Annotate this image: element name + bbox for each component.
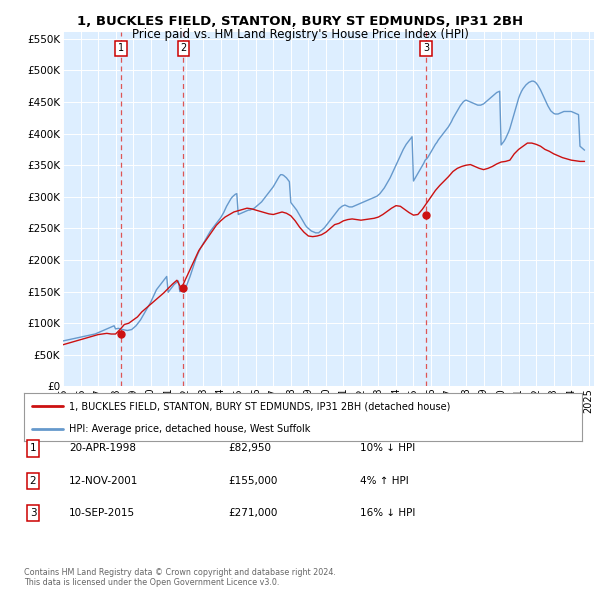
Text: 12-NOV-2001: 12-NOV-2001: [69, 476, 139, 486]
Text: 2: 2: [29, 476, 37, 486]
Text: £82,950: £82,950: [228, 444, 271, 453]
Text: 16% ↓ HPI: 16% ↓ HPI: [360, 509, 415, 518]
Text: 10-SEP-2015: 10-SEP-2015: [69, 509, 135, 518]
Text: 3: 3: [29, 509, 37, 518]
Text: £271,000: £271,000: [228, 509, 277, 518]
Text: Price paid vs. HM Land Registry's House Price Index (HPI): Price paid vs. HM Land Registry's House …: [131, 28, 469, 41]
Text: 4% ↑ HPI: 4% ↑ HPI: [360, 476, 409, 486]
Text: Contains HM Land Registry data © Crown copyright and database right 2024.
This d: Contains HM Land Registry data © Crown c…: [24, 568, 336, 587]
Text: £155,000: £155,000: [228, 476, 277, 486]
Text: 2: 2: [180, 44, 187, 53]
Text: 10% ↓ HPI: 10% ↓ HPI: [360, 444, 415, 453]
Text: 20-APR-1998: 20-APR-1998: [69, 444, 136, 453]
Text: 1: 1: [118, 44, 124, 53]
Text: 3: 3: [423, 44, 429, 53]
Text: 1, BUCKLES FIELD, STANTON, BURY ST EDMUNDS, IP31 2BH: 1, BUCKLES FIELD, STANTON, BURY ST EDMUN…: [77, 15, 523, 28]
Text: 1, BUCKLES FIELD, STANTON, BURY ST EDMUNDS, IP31 2BH (detached house): 1, BUCKLES FIELD, STANTON, BURY ST EDMUN…: [68, 401, 450, 411]
Text: HPI: Average price, detached house, West Suffolk: HPI: Average price, detached house, West…: [68, 424, 310, 434]
Text: 1: 1: [29, 444, 37, 453]
